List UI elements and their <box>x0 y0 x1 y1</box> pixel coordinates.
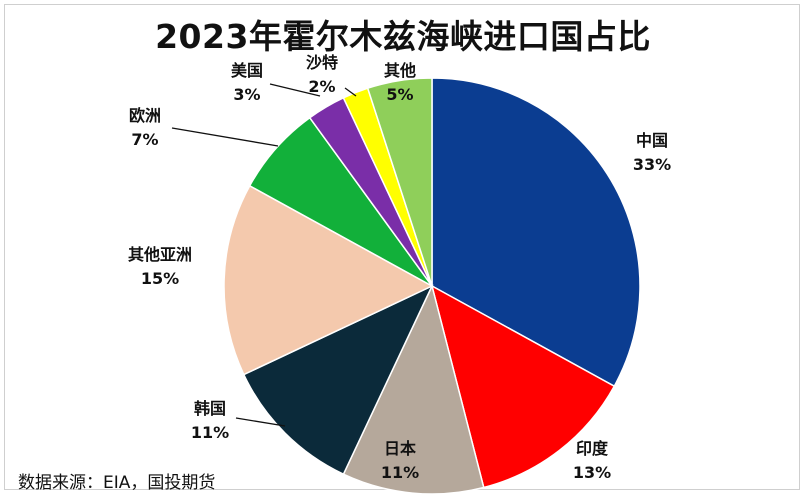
slice-label-1: 中国 <box>636 131 668 150</box>
pie-slice-1 <box>431 77 641 388</box>
slice-label-7: 美国 <box>231 61 263 80</box>
chart-title: 2023年霍尔木兹海峡进口国占比 <box>155 17 651 56</box>
pie-slice-5 <box>223 184 434 376</box>
pie-slice-9 <box>366 77 433 287</box>
slice-label-8: 沙特 <box>306 53 338 72</box>
leader-line-6 <box>171 127 279 147</box>
slice-pct-3: 11% <box>381 463 419 482</box>
slice-label-2: 印度 <box>576 439 609 458</box>
leader-line-8 <box>344 87 357 97</box>
pie-slice-3 <box>342 283 485 494</box>
slice-pct-8: 2% <box>308 77 335 96</box>
slice-label-4: 韩国 <box>194 399 226 418</box>
slice-label-5: 其他亚洲 <box>128 245 192 264</box>
data-source-note: 数据来源：EIA，国投期货 <box>18 473 216 493</box>
slice-label-6: 欧洲 <box>129 106 161 125</box>
slice-pct-5: 15% <box>141 269 179 288</box>
slice-pct-2: 13% <box>573 463 611 482</box>
slice-pct-1: 33% <box>633 155 671 174</box>
leader-line-7 <box>269 83 321 97</box>
slice-pct-6: 7% <box>131 130 158 149</box>
slice-pct-9: 5% <box>386 85 413 104</box>
slice-pct-7: 3% <box>233 85 260 104</box>
slice-pct-4: 11% <box>191 423 229 442</box>
leader-line-4 <box>235 417 286 427</box>
pie-slice-4 <box>242 284 434 476</box>
pie-slice-2 <box>430 284 616 489</box>
slice-label-9: 其他 <box>384 61 416 80</box>
slice-label-3: 日本 <box>384 439 416 458</box>
